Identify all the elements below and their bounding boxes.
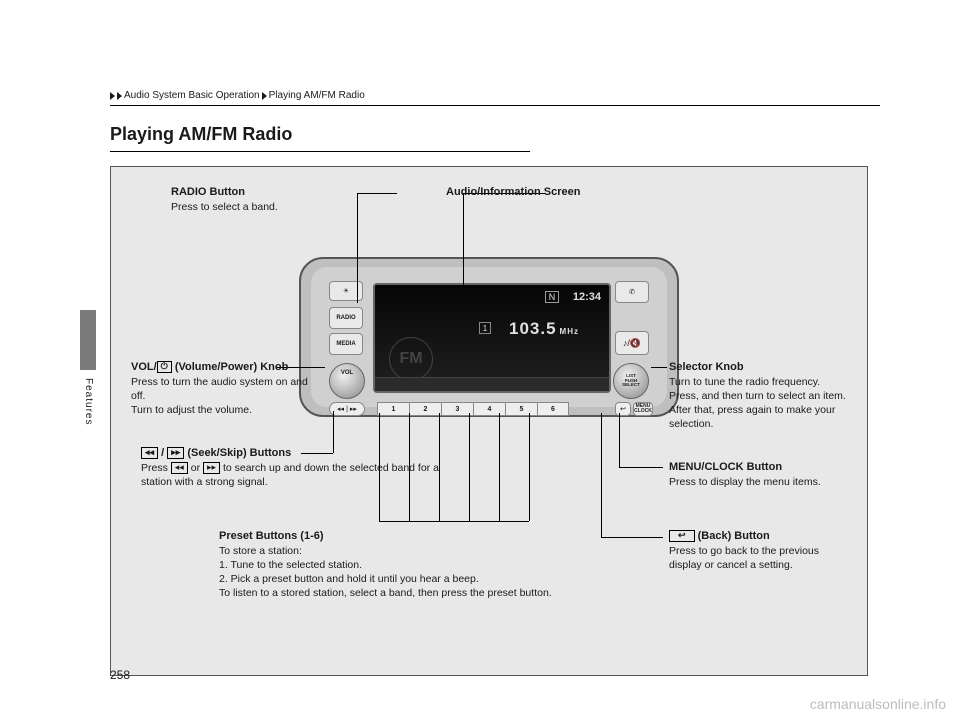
audio-info-screen: N 12:34 1 103.5 MHz FM [373, 283, 611, 393]
phone-button[interactable]: ✆ [615, 281, 649, 303]
screen-frequency: 103.5 MHz [509, 319, 579, 339]
preset-button[interactable]: 5 [505, 402, 537, 416]
callout-seek: ◂◂ / ▸▸ (Seek/Skip) Buttons Press ◂◂ or … [141, 446, 451, 489]
leader-line [463, 193, 464, 287]
leader-line [529, 413, 530, 521]
callout-screen: Audio/Information Screen [446, 185, 580, 200]
leader-line [619, 467, 663, 468]
breadcrumb-seg: Playing AM/FM Radio [269, 90, 365, 101]
leader-line [601, 413, 602, 537]
back-icon: ↩ [669, 530, 695, 542]
figure-box: ☀ RADIO MEDIA VOL ◂◂ | ▸▸ ✆ ♪/🔇 LIST PUS… [110, 166, 868, 676]
leader-line [499, 413, 500, 521]
breadcrumb-seg: Audio System Basic Operation [124, 90, 260, 101]
leader-line [357, 193, 397, 194]
page-number: 258 [110, 668, 130, 682]
chevron-right-icon [110, 92, 115, 100]
preset-button[interactable]: 4 [473, 402, 505, 416]
selector-knob[interactable]: LIST PUSH SELECT [613, 363, 649, 399]
side-tab [80, 310, 96, 370]
seek-prev-icon: ◂◂ [337, 405, 344, 413]
page-title: Playing AM/FM Radio [110, 124, 530, 152]
chevron-right-icon [117, 92, 122, 100]
manual-page: Audio System Basic Operation Playing AM/… [110, 90, 880, 676]
screen-clock: 12:34 [573, 291, 601, 303]
seek-prev-icon: ◂◂ [171, 462, 188, 474]
back-button[interactable]: ↩ [615, 402, 631, 416]
volume-power-knob[interactable]: VOL [329, 363, 365, 399]
leader-line [379, 521, 529, 522]
screen-band: FM [389, 337, 433, 381]
preset-button[interactable]: 6 [537, 402, 569, 416]
breadcrumb: Audio System Basic Operation Playing AM/… [110, 90, 880, 106]
screen-channel: 1 [479, 322, 491, 334]
screen-bottom-bar [375, 377, 609, 391]
leader-line [651, 367, 667, 368]
chevron-right-icon [262, 92, 267, 100]
media-button[interactable]: MEDIA [329, 333, 363, 355]
callout-radio: RADIO Button Press to select a band. [171, 185, 278, 214]
leader-line [357, 193, 358, 303]
preset-row: 1 2 3 4 5 6 [377, 402, 569, 416]
callout-back: ↩ (Back) Button Press to go back to the … [669, 529, 849, 572]
leader-line [469, 413, 470, 521]
seek-next-icon: ▸▸ [350, 405, 357, 413]
radio-button[interactable]: RADIO [329, 307, 363, 329]
callout-volume: VOL/⏻ (Volume/Power) Knob Press to turn … [131, 360, 311, 417]
mute-button[interactable]: ♪/🔇 [615, 331, 649, 355]
callout-selector: Selector Knob Turn to tune the radio fre… [669, 360, 859, 432]
menu-clock-button[interactable]: MENU CLOCK [633, 402, 653, 416]
callout-menu: MENU/CLOCK Button Press to display the m… [669, 460, 849, 489]
callout-preset: Preset Buttons (1-6) To store a station:… [219, 529, 639, 601]
seek-next-icon: ▸▸ [203, 462, 220, 474]
power-icon: ⏻ [157, 361, 172, 373]
preset-button[interactable]: 2 [409, 402, 441, 416]
screen-indicator: N [545, 291, 559, 303]
side-tab-label: Features [83, 378, 94, 425]
seek-buttons[interactable]: ◂◂ | ▸▸ [329, 402, 365, 416]
leader-line [619, 413, 620, 467]
unit-face: ☀ RADIO MEDIA VOL ◂◂ | ▸▸ ✆ ♪/🔇 LIST PUS… [311, 267, 667, 407]
preset-button[interactable]: 1 [377, 402, 409, 416]
seek-next-icon: ▸▸ [167, 447, 184, 459]
watermark: carmanualsonline.info [810, 696, 946, 712]
audio-head-unit: ☀ RADIO MEDIA VOL ◂◂ | ▸▸ ✆ ♪/🔇 LIST PUS… [299, 257, 679, 417]
seek-prev-icon: ◂◂ [141, 447, 158, 459]
